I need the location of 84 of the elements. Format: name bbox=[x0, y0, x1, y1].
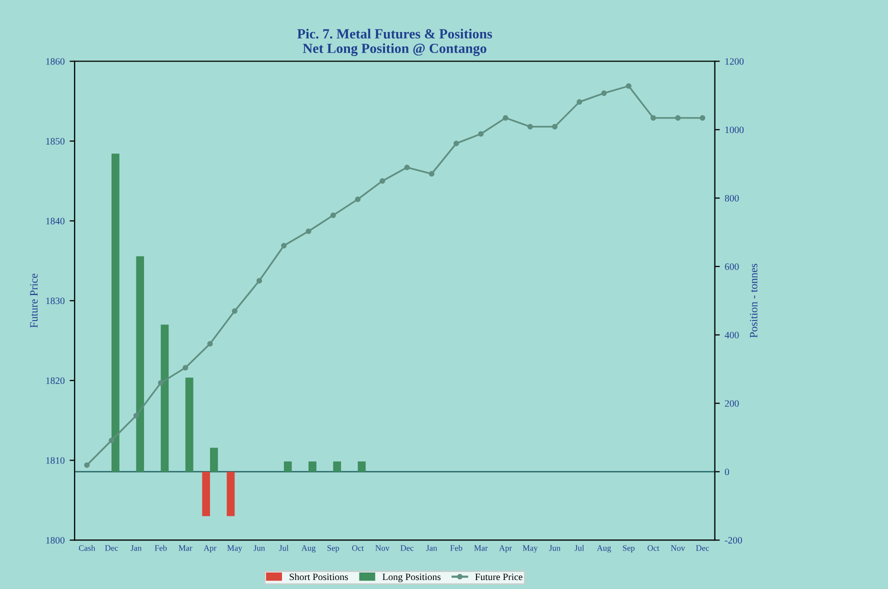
bar bbox=[136, 256, 144, 472]
point bbox=[84, 462, 90, 468]
x-tick-label: Feb bbox=[154, 544, 167, 551]
x-tick-label: Aug bbox=[596, 545, 612, 553]
bar bbox=[284, 461, 292, 472]
x-tick-label: Nov bbox=[670, 545, 686, 551]
bar bbox=[160, 324, 169, 472]
legend-label: Future Price bbox=[475, 574, 522, 580]
y-tick-label: 1860 bbox=[46, 58, 64, 65]
x-tick-label: May bbox=[522, 545, 538, 553]
x-tick-label: Cash bbox=[78, 544, 96, 551]
point bbox=[306, 228, 312, 234]
point bbox=[232, 308, 238, 314]
y-tick-label: 1800 bbox=[46, 537, 64, 544]
point bbox=[158, 380, 164, 386]
bar bbox=[185, 378, 194, 472]
y-tick-label: 1850 bbox=[46, 138, 64, 145]
x-tick-label: Jun bbox=[254, 545, 265, 551]
y-tick-label: 1820 bbox=[46, 377, 64, 384]
x-tick-label: Nov bbox=[375, 545, 390, 551]
y2-tick-label: 800 bbox=[724, 194, 739, 202]
point bbox=[330, 212, 336, 218]
y2-tick-label: 0 bbox=[724, 468, 730, 476]
point bbox=[355, 196, 361, 202]
chart-title: Pic. 7. Metal Futures & Positions Net Long Position @ Contango bbox=[297, 28, 492, 56]
x-tick-label: Apr bbox=[499, 545, 512, 553]
bar bbox=[358, 461, 366, 472]
y2-tick-label: -200 bbox=[724, 537, 742, 544]
bar bbox=[226, 472, 235, 516]
point bbox=[626, 83, 632, 89]
point bbox=[675, 115, 681, 121]
x-tick-label: Jan bbox=[130, 545, 142, 551]
x-tick-label: Mar bbox=[178, 545, 192, 551]
y2-tick-label: 600 bbox=[724, 263, 739, 270]
x-tick-label: Mar bbox=[474, 545, 488, 551]
x-tick-label: Jul bbox=[279, 544, 289, 551]
point bbox=[108, 438, 114, 444]
x-tick-label: Apr bbox=[204, 545, 216, 553]
legend-label: Long Positions bbox=[382, 574, 441, 582]
x-tick-label: Dec bbox=[696, 545, 709, 551]
y-tick-label: 1810 bbox=[46, 457, 64, 464]
point bbox=[454, 140, 460, 146]
bar bbox=[308, 461, 316, 472]
point bbox=[182, 364, 188, 371]
point bbox=[428, 171, 434, 177]
point bbox=[256, 278, 262, 284]
x-tick-label: Aug bbox=[301, 545, 316, 553]
x-tick-label: May bbox=[227, 545, 242, 553]
point bbox=[207, 341, 213, 347]
y2-tick-label: 1200 bbox=[725, 58, 744, 65]
x-tick-label: Sep bbox=[622, 545, 635, 553]
x-tick-label: Dec bbox=[105, 545, 118, 551]
x-tick-label: Jul bbox=[574, 544, 584, 551]
y2-axis-title: Position - tonnes bbox=[750, 264, 758, 338]
y-tick-label: 1830 bbox=[46, 298, 64, 304]
point bbox=[650, 115, 656, 121]
x-tick-label: Oct bbox=[648, 545, 660, 551]
point bbox=[281, 242, 287, 248]
point bbox=[380, 178, 386, 184]
point bbox=[478, 131, 484, 137]
legend-label: Short Positions bbox=[290, 573, 348, 580]
bar bbox=[202, 472, 210, 516]
y-axis-title: Future Price bbox=[30, 274, 38, 328]
point bbox=[552, 124, 558, 130]
y2-tick-label: 400 bbox=[724, 332, 739, 338]
y2-tick-label: 1000 bbox=[725, 126, 744, 134]
point bbox=[700, 115, 706, 121]
bar bbox=[210, 448, 218, 472]
point bbox=[527, 124, 533, 130]
point bbox=[576, 99, 582, 105]
point bbox=[601, 90, 607, 96]
point bbox=[133, 412, 139, 418]
y-tick-label: 1840 bbox=[46, 218, 64, 224]
x-tick-label: Oct bbox=[352, 545, 364, 551]
x-tick-label: Dec bbox=[400, 545, 414, 551]
point bbox=[502, 115, 508, 121]
point bbox=[404, 164, 410, 170]
x-tick-label: Feb bbox=[450, 544, 462, 551]
bar bbox=[112, 154, 120, 472]
x-tick-label: Jun bbox=[549, 545, 560, 551]
y2-tick-label: 200 bbox=[724, 400, 739, 407]
x-tick-label: Jan bbox=[426, 545, 438, 551]
x-tick-label: Sep bbox=[327, 545, 340, 553]
bar bbox=[333, 461, 342, 472]
